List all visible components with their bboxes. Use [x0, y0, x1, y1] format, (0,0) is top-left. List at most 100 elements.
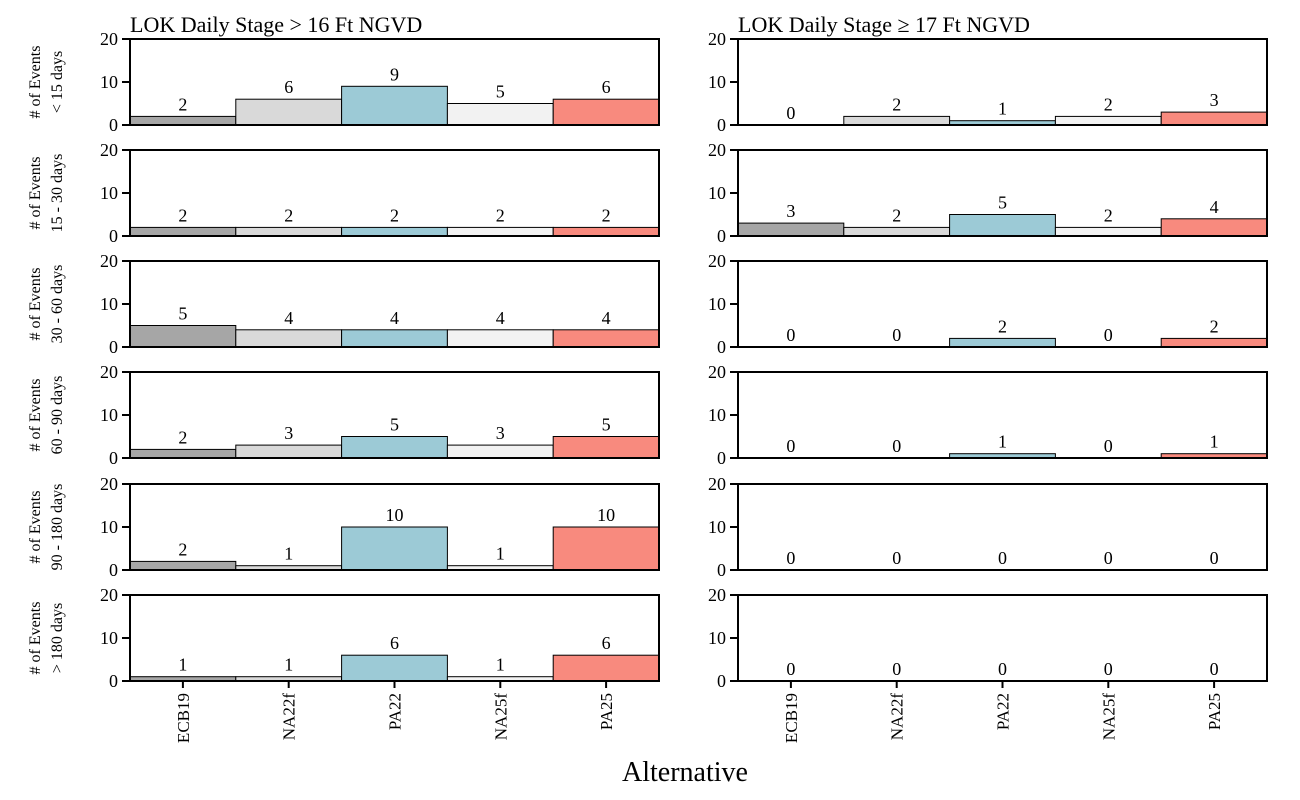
y-axis-label: # of Events [27, 46, 44, 119]
data-label: 4 [1210, 197, 1219, 217]
data-label: 5 [998, 193, 1007, 213]
bar-pa22-row2 [949, 214, 1056, 237]
bar-na25f-row2 [446, 226, 554, 237]
bar-pa25-row4 [552, 436, 660, 459]
bar-na22f-row2 [235, 226, 343, 237]
bar-pa22-row3 [341, 329, 448, 348]
data-label: 6 [284, 77, 293, 97]
y-tick-label: 0 [717, 671, 726, 691]
bar-na22f-row3 [235, 329, 343, 348]
bar-pa25-row6 [552, 654, 660, 682]
x-tick-label: NA25f [1099, 693, 1118, 741]
data-label: 0 [786, 325, 795, 345]
duration-label: > 180 days [49, 603, 66, 673]
y-tick-label: 10 [100, 294, 118, 314]
data-label: 0 [1104, 659, 1113, 679]
data-label: 0 [998, 548, 1007, 568]
bar-na22f-row1 [235, 98, 343, 126]
duration-label: < 15 days [49, 51, 66, 113]
bar-pa25-row2 [1160, 218, 1268, 237]
y-tick-label: 20 [100, 29, 118, 49]
y-tick-label: 0 [717, 226, 726, 246]
data-label: 0 [786, 659, 795, 679]
data-label: 2 [496, 205, 505, 225]
y-axis-label: # of Events [27, 268, 44, 341]
left-panel-title: LOK Daily Stage > 16 Ft NGVD [130, 12, 422, 37]
x-tick-label: PA22 [994, 693, 1013, 730]
data-label: 2 [178, 94, 187, 114]
bar-pa25-row3 [1160, 337, 1268, 348]
y-tick-label: 10 [708, 405, 726, 425]
duration-label: 60 - 90 days [49, 376, 66, 455]
y-tick-label: 10 [708, 294, 726, 314]
bar-pa25-row1 [552, 98, 660, 126]
duration-label: 30 - 60 days [49, 265, 66, 344]
bar-na22f-row1 [843, 115, 951, 126]
y-axis-label: # of Events [27, 491, 44, 564]
data-label: 2 [602, 205, 611, 225]
bar-na25f-row3 [446, 329, 554, 348]
bar-pa25-row1 [1160, 111, 1268, 126]
bar-na22f-row2 [843, 226, 951, 237]
y-axis-label: # of Events [27, 157, 44, 230]
bar-ecb19-row1 [129, 115, 237, 126]
duration-label: 90 - 180 days [49, 484, 66, 571]
bar-pa25-row5 [552, 526, 660, 571]
data-label: 1 [998, 432, 1007, 452]
y-axis-label: # of Events [27, 602, 44, 675]
y-tick-label: 0 [109, 671, 118, 691]
data-label: 0 [1104, 436, 1113, 456]
data-label: 2 [390, 205, 399, 225]
data-label: 6 [602, 77, 611, 97]
data-label: 5 [390, 415, 399, 435]
right-panel-group: LOK Daily Stage ≥ 17 Ft NGVD 0 2 1 2 3010203… [708, 12, 1268, 743]
y-tick-label: 10 [100, 517, 118, 537]
y-tick-label: 20 [100, 474, 118, 494]
y-tick-label: 0 [717, 115, 726, 135]
y-tick-label: 20 [708, 140, 726, 160]
y-tick-label: 20 [100, 140, 118, 160]
bar-na25f-row1 [1054, 115, 1162, 126]
y-tick-label: 0 [109, 337, 118, 357]
data-label: 2 [1104, 94, 1113, 114]
data-label: 3 [1210, 90, 1219, 110]
data-label: 0 [892, 436, 901, 456]
data-label: 3 [284, 423, 293, 443]
bar-pa25-row2 [552, 226, 660, 237]
data-label: 9 [390, 64, 399, 84]
data-label: 0 [1210, 659, 1219, 679]
y-tick-label: 20 [708, 251, 726, 271]
x-tick-label: PA22 [386, 693, 405, 730]
y-tick-label: 20 [708, 474, 726, 494]
data-label: 1 [284, 655, 293, 675]
data-label: 2 [892, 94, 901, 114]
data-label: 2 [284, 205, 293, 225]
y-tick-label: 10 [708, 72, 726, 92]
y-tick-label: 10 [708, 183, 726, 203]
data-label: 2 [178, 427, 187, 447]
y-tick-label: 0 [717, 560, 726, 580]
y-tick-label: 10 [100, 405, 118, 425]
data-label: 1 [1210, 432, 1219, 452]
data-label: 0 [892, 548, 901, 568]
x-tick-label: NA25f [491, 693, 510, 741]
bar-ecb19-row3 [129, 325, 237, 348]
data-label: 1 [284, 544, 293, 564]
data-label: 1 [496, 544, 505, 564]
data-label: 2 [998, 316, 1007, 336]
data-label: 4 [496, 308, 505, 328]
bar-ecb19-row2 [737, 222, 845, 237]
data-label: 2 [178, 205, 187, 225]
data-label: 2 [1104, 205, 1113, 225]
y-tick-label: 0 [109, 115, 118, 135]
data-label: 6 [602, 633, 611, 653]
data-label: 4 [602, 308, 611, 328]
x-tick-label: PA25 [597, 693, 616, 730]
duration-label: 15 - 30 days [49, 154, 66, 233]
bar-pa25-row3 [552, 329, 660, 348]
bar-ecb19-row2 [129, 226, 237, 237]
y-tick-label: 10 [708, 517, 726, 537]
y-tick-label: 10 [100, 72, 118, 92]
data-label: 0 [892, 325, 901, 345]
